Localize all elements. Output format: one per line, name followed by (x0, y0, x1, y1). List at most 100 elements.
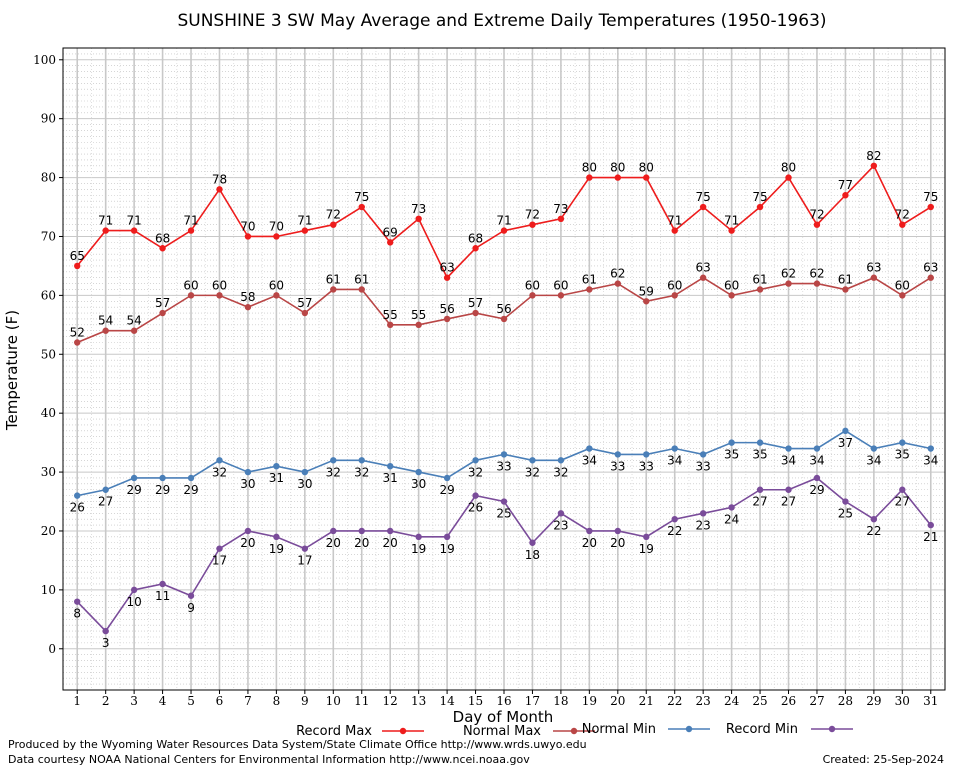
data-point (813, 221, 821, 228)
data-label: 80 (639, 161, 654, 175)
x-tick-label: 24 (724, 694, 740, 708)
data-label: 62 (781, 267, 796, 281)
data-point (899, 486, 906, 493)
data-label: 10 (126, 595, 141, 609)
data-point (529, 292, 536, 299)
data-point (187, 474, 195, 482)
data-label: 9 (187, 601, 195, 615)
data-label: 32 (525, 465, 540, 479)
data-label: 71 (126, 214, 141, 228)
data-label: 72 (326, 208, 341, 222)
data-point (102, 627, 109, 635)
data-label: 60 (183, 278, 198, 292)
x-tick-label: 29 (866, 694, 881, 708)
data-label: 71 (297, 214, 312, 228)
data-label: 22 (866, 524, 881, 538)
y-tick-label: 100 (33, 53, 56, 67)
data-point (756, 203, 764, 211)
data-point (699, 203, 707, 211)
data-label: 35 (895, 448, 910, 462)
data-point (643, 533, 650, 541)
data-label: 56 (439, 302, 454, 316)
chart-title: SUNSHINE 3 SW May Average and Extreme Da… (177, 11, 826, 31)
data-label: 75 (923, 190, 938, 204)
data-label: 80 (582, 161, 597, 175)
data-point (159, 580, 166, 588)
data-label: 35 (724, 448, 739, 462)
data-label: 19 (269, 542, 284, 556)
data-point (842, 427, 849, 435)
x-tick-label: 7 (244, 694, 252, 708)
data-label: 71 (496, 214, 511, 228)
x-tick-label: 5 (187, 694, 195, 708)
data-label: 60 (212, 278, 227, 292)
data-point (614, 527, 622, 535)
x-tick-label: 27 (809, 694, 824, 708)
series-normal-min: 26 27 29 29 29 32 30 31 30 32 32 31 30 29 32 33 32 32 34 33… (70, 427, 938, 515)
data-point (330, 457, 337, 464)
data-point (899, 292, 906, 299)
data-label: 75 (354, 190, 369, 204)
x-tick-label: 11 (354, 694, 369, 708)
legend-label: Record Max (296, 724, 372, 739)
data-label: 33 (639, 459, 654, 473)
data-label: 37 (838, 436, 853, 450)
data-point (216, 457, 223, 464)
data-point (671, 445, 678, 452)
data-label: 56 (496, 302, 511, 316)
legend-swatch-marker (399, 727, 407, 735)
x-tick-label: 1 (73, 694, 81, 708)
data-point (870, 162, 878, 169)
data-label: 73 (553, 202, 568, 216)
data-label: 17 (212, 554, 227, 568)
footer-produced-by: Produced by the Wyoming Water Resources … (8, 738, 587, 751)
data-label: 61 (326, 272, 341, 286)
data-point (671, 515, 678, 523)
y-axis-label: Temperature (F) (3, 310, 21, 431)
data-label: 34 (923, 454, 938, 468)
data-point (301, 468, 309, 476)
data-point (500, 315, 508, 323)
x-tick-label: 25 (752, 694, 767, 708)
data-point (415, 321, 422, 329)
y-tick-label: 80 (41, 171, 56, 185)
data-point (842, 286, 849, 293)
data-point (813, 474, 821, 482)
data-point (586, 527, 593, 535)
data-label: 34 (582, 454, 597, 468)
series-layer: 65 71 71 68 71 78 70 70 71 72 75 69 73 63 68 71 72 73 80 80… (70, 149, 939, 650)
data-point (870, 274, 878, 281)
x-tick-label: 16 (496, 694, 511, 708)
data-label: 30 (240, 477, 255, 491)
x-tick-label: 14 (439, 694, 455, 708)
data-point (842, 192, 849, 199)
data-point (557, 457, 565, 464)
y-tick-label: 40 (41, 406, 56, 420)
data-label: 18 (525, 548, 540, 562)
data-label: 20 (610, 536, 625, 550)
data-point (216, 186, 223, 193)
data-label: 61 (354, 272, 369, 286)
data-label: 21 (923, 530, 938, 544)
data-point (671, 227, 678, 234)
x-tick-label: 21 (639, 694, 654, 708)
data-point (130, 227, 138, 234)
data-label: 58 (240, 290, 255, 304)
data-point (699, 451, 707, 458)
data-point (358, 203, 365, 211)
data-point (273, 292, 280, 299)
data-label: 69 (383, 225, 398, 239)
footer-courtesy: Data courtesy NOAA National Centers for … (8, 753, 530, 766)
data-point (130, 327, 138, 334)
data-point (443, 274, 451, 281)
data-point (500, 227, 508, 234)
series-record-min: 8 3 10 11 9 17 20 19 17 20 20 20 19 19 26 25 18 23 20 20 19 2… (73, 474, 938, 650)
data-point (386, 462, 394, 470)
data-label: 23 (696, 518, 711, 532)
data-label: 29 (126, 483, 141, 497)
y-tick-label: 70 (41, 229, 56, 243)
legend-swatch-marker (570, 727, 578, 735)
data-label: 60 (895, 278, 910, 292)
data-label: 72 (525, 208, 540, 222)
